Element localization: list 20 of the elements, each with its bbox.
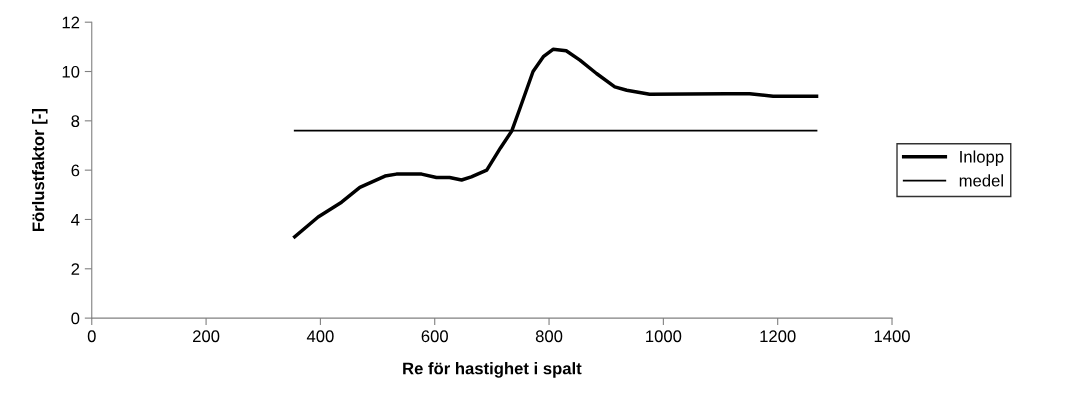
y-tick-label: 0	[71, 312, 80, 325]
x-tick-label: 800	[535, 330, 563, 343]
x-axis-title: Re för hastighet i spalt	[403, 362, 582, 378]
y-tick-label: 4	[71, 214, 80, 226]
x-tick-label: 0	[87, 330, 96, 343]
x-tick-label: 1200	[760, 330, 796, 343]
x-tick-label: 1400	[874, 330, 910, 343]
legend-label: medel	[959, 174, 1003, 187]
legend-label: Inlopp	[960, 150, 1004, 166]
y-axis-title: Förlustfaktor [-]	[31, 109, 48, 232]
x-tick-label: 600	[421, 330, 448, 343]
line-series	[292, 47, 819, 239]
y-tick-label: 12	[62, 16, 80, 29]
y-tick-label: 2	[71, 263, 80, 275]
x-tick-label: 400	[306, 330, 334, 343]
y-tick-label: 10	[62, 65, 80, 78]
x-tick-label: 200	[193, 330, 220, 343]
y-tick-label: 8	[71, 115, 80, 128]
x-tick-label: 1000	[646, 330, 682, 343]
y-tick-label: 6	[71, 164, 80, 177]
